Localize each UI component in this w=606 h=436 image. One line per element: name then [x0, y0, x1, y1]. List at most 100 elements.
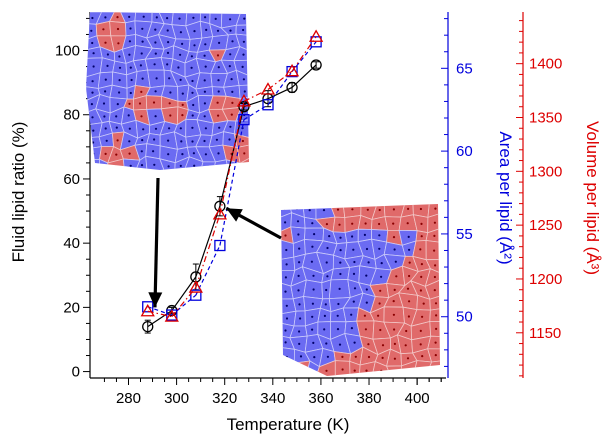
lipid-center-dot [181, 92, 184, 95]
lipid-center-dot [285, 248, 288, 252]
lipid-center-dot [91, 16, 94, 20]
membrane-snapshot-gel [86, 12, 249, 170]
volume-point [260, 82, 276, 95]
mid-tick-label: 60 [456, 143, 473, 160]
lipid-center-dot [152, 150, 155, 153]
lipid-center-dot [128, 40, 131, 43]
lipid-center-dot [243, 17, 246, 20]
lipid-center-dot [435, 314, 438, 317]
lipid-center-dot [91, 116, 94, 119]
arrow-shaft [153, 177, 160, 308]
lipid-center-dot [142, 15, 145, 18]
gel-lipid-cell [233, 46, 249, 62]
lipid-center-dot [311, 369, 314, 372]
lipid-center-dot [242, 40, 245, 43]
lipid-center-dot [177, 66, 180, 69]
fluid-ratio-point [214, 200, 226, 212]
gel-lipid-cell [86, 146, 102, 161]
lipid-center-dot [285, 317, 289, 320]
lipid-center-dot [313, 233, 316, 236]
lipid-center-dot [140, 115, 143, 118]
lipid-center-dot [115, 115, 118, 118]
lipid-center-dot [434, 207, 437, 210]
gel-lipid-cell [86, 158, 100, 170]
lipid-center-dot [378, 222, 381, 226]
lipid-center-dot [325, 342, 328, 345]
lipid-center-dot [102, 28, 105, 31]
lipid-center-dot [181, 103, 184, 106]
lipid-center-dot [311, 328, 314, 331]
lipid-center-dot [169, 91, 172, 94]
left-tick-label: 40 [63, 235, 80, 252]
volume-point [212, 207, 228, 220]
lipid-center-dot [129, 27, 132, 30]
lipid-center-dot [338, 343, 342, 346]
lipid-center-dot [140, 150, 143, 153]
lipid-center-dot [154, 127, 158, 130]
lipid-center-dot [116, 16, 119, 19]
lipid-center-dot [365, 274, 368, 277]
lipid-center-dot [241, 65, 244, 68]
lipid-center-dot [380, 262, 383, 265]
lipid-center-dot [353, 369, 356, 372]
mid-y-axis-title: Area per lipid (Å²) [496, 131, 515, 264]
lipid-center-dot [367, 355, 371, 359]
lipid-center-dot [308, 209, 311, 212]
lipid-center-dot [339, 272, 342, 276]
lipid-center-dot [353, 341, 356, 344]
lipid-center-dot [141, 40, 144, 43]
lipid-center-dot [392, 208, 395, 211]
lipid-center-dot [365, 301, 368, 304]
lipid-center-dot [379, 328, 382, 332]
lipid-center-dot [380, 275, 383, 278]
volume-point [284, 63, 300, 77]
lipid-center-dot [228, 65, 231, 68]
lipid-center-dot [114, 165, 117, 168]
lipid-center-dot [311, 245, 314, 248]
lipid-center-dot [154, 41, 157, 44]
gel-lipid-cell [281, 346, 295, 369]
lipid-center-dot [422, 302, 425, 305]
lipid-center-dot [102, 165, 105, 168]
lipid-center-dot [181, 153, 184, 156]
x-tick-label: 360 [308, 390, 333, 407]
lipid-center-dot [138, 102, 142, 105]
fluid-lipid-cell [291, 360, 311, 376]
lipid-center-dot [229, 125, 232, 128]
lipid-center-dot [313, 356, 316, 359]
lipid-center-dot [129, 66, 132, 69]
lipid-center-dot [167, 153, 170, 156]
lipid-center-dot [115, 126, 118, 129]
volume-point [308, 29, 324, 42]
lipid-center-dot [325, 369, 328, 372]
gel-lipid-cell [281, 362, 295, 376]
arrows-group [148, 177, 282, 308]
lipid-center-dot [312, 288, 315, 291]
lipid-center-dot [229, 53, 232, 56]
lipid-center-dot [378, 234, 381, 237]
lipid-center-dot [203, 115, 206, 118]
lipid-center-dot [339, 249, 342, 252]
lipid-center-dot [341, 355, 344, 358]
lipid-center-dot [104, 127, 107, 130]
lipid-center-dot [298, 330, 301, 333]
left-tick-label: 0 [72, 364, 80, 381]
lipid-center-dot [295, 207, 298, 210]
lipid-center-dot [92, 52, 95, 55]
lipid-center-dot [167, 41, 170, 44]
gel-lipid-cell [199, 161, 216, 170]
lipid-center-dot [433, 249, 436, 252]
lipid-center-dot [91, 91, 94, 94]
lipid-center-dot [214, 17, 217, 20]
lipid-center-dot [141, 27, 144, 30]
lipid-center-dot [406, 222, 409, 225]
lipid-center-dot [191, 126, 194, 129]
lipid-center-dot [127, 114, 130, 117]
lipid-center-dot [364, 328, 367, 331]
lipid-center-dot [193, 164, 196, 167]
lipid-center-dot [167, 139, 170, 142]
lipid-center-dot [434, 341, 437, 344]
lipid-center-dot [367, 261, 370, 264]
lipid-center-dot [354, 355, 357, 358]
lipid-center-dot [336, 208, 340, 211]
